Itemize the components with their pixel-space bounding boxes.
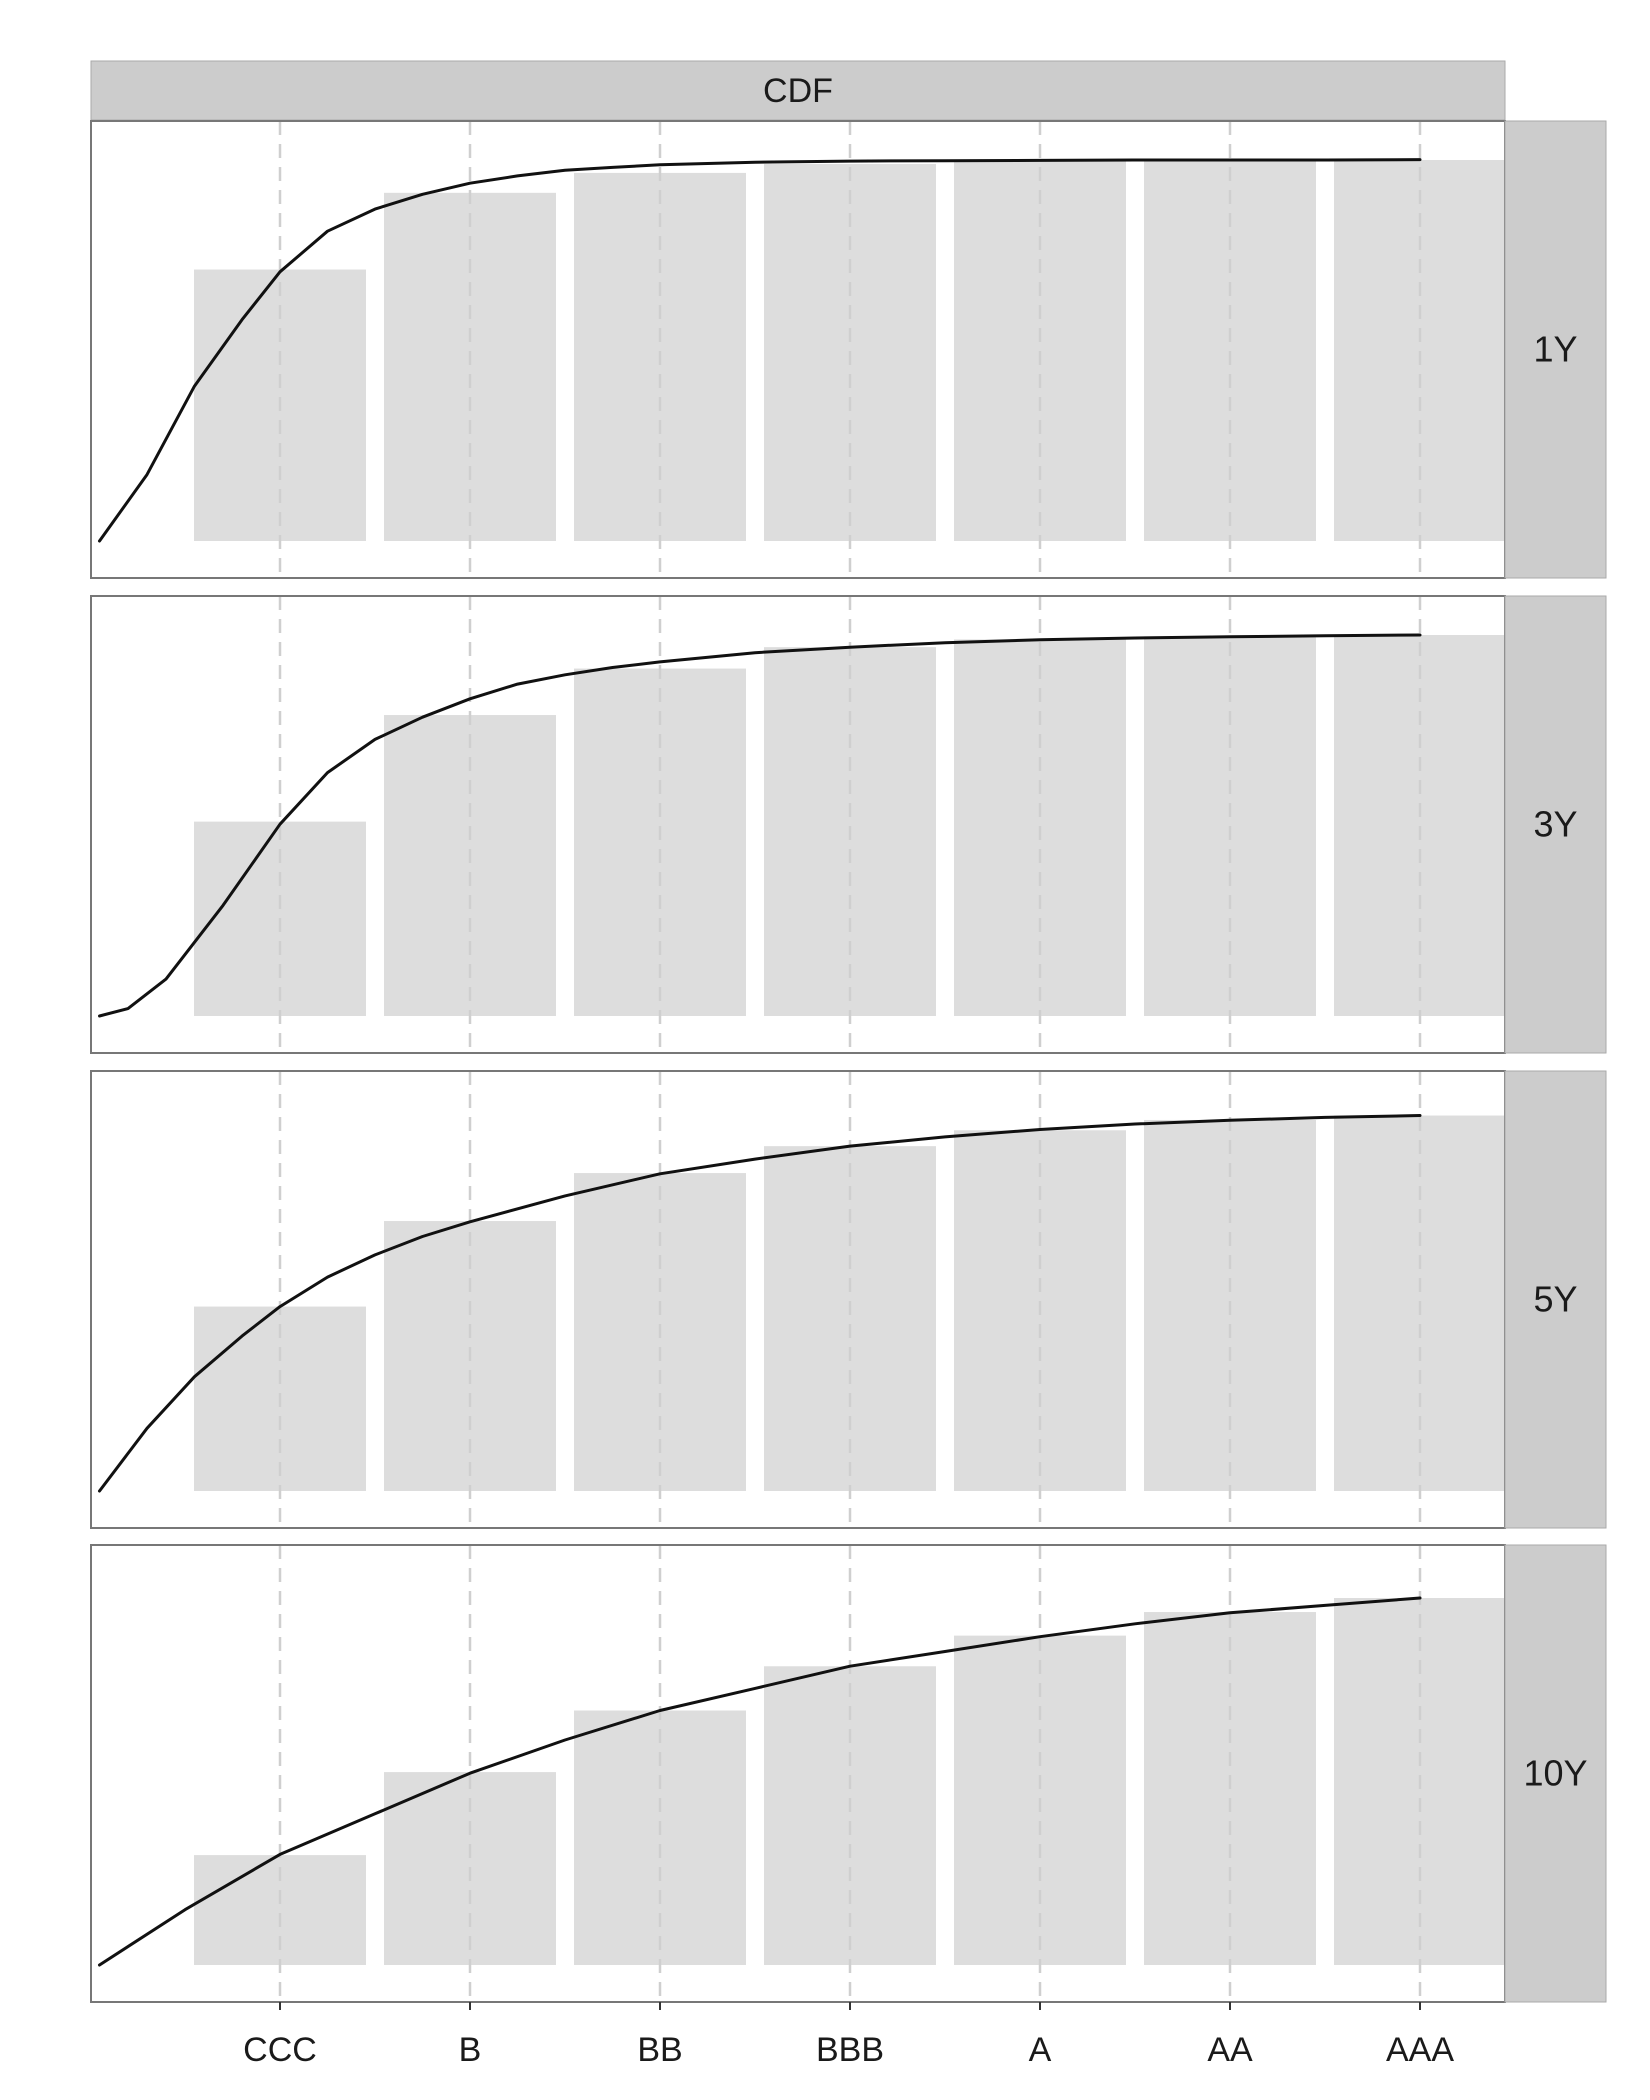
row-strip-label: 10Y (1523, 1753, 1587, 1794)
panel-content (98, 596, 1505, 1053)
panel-content (98, 121, 1505, 578)
facet-panel-1Y: 1Y (90, 120, 1607, 579)
row-strip-label: 3Y (1533, 804, 1577, 845)
x-tick-label-CCC: CCC (243, 2031, 317, 2069)
panel-content (98, 1545, 1505, 2002)
x-tick-label-BBB: BBB (816, 2031, 884, 2069)
bar-3Y-BB (574, 668, 746, 1016)
row-strip-10Y (1504, 1544, 1607, 2003)
facet-panel-3Y: 3Y (90, 595, 1607, 1054)
panel-content (98, 1071, 1505, 1528)
bar-5Y-BBB (764, 1146, 936, 1491)
panels-layer: 1Y 3Y 5Y 10Y (90, 120, 1607, 2003)
column-strip-label: CDF (763, 72, 833, 110)
row-strip-5Y (1504, 1070, 1607, 1529)
x-tick-label-A: A (1029, 2031, 1052, 2069)
x-tick-label-AA: AA (1207, 2031, 1253, 2069)
cdf-curve-3Y (98, 633, 1422, 1018)
x-tick-label-AAA: AAA (1386, 2031, 1454, 2069)
bar-1Y-B (384, 192, 556, 541)
x-tick-label-BB: BB (637, 2031, 682, 2069)
facet-panel-5Y: 5Y (90, 1070, 1607, 1529)
row-strip-3Y (1504, 595, 1607, 1054)
cdf-curve-5Y (98, 1114, 1422, 1493)
cdf-curve-10Y (98, 1596, 1422, 1967)
row-strip-1Y (1504, 120, 1607, 579)
row-strip-label: 1Y (1533, 329, 1577, 370)
cdf-curve-1Y (98, 158, 1422, 543)
facet-panel-10Y: 10Y (90, 1544, 1607, 2003)
column-strip (90, 60, 1506, 121)
row-strip-label: 5Y (1533, 1279, 1577, 1320)
x-tick-label-B: B (459, 2031, 482, 2069)
x-axis: CCC B BB BBB A AA AAA (243, 2002, 1454, 2069)
